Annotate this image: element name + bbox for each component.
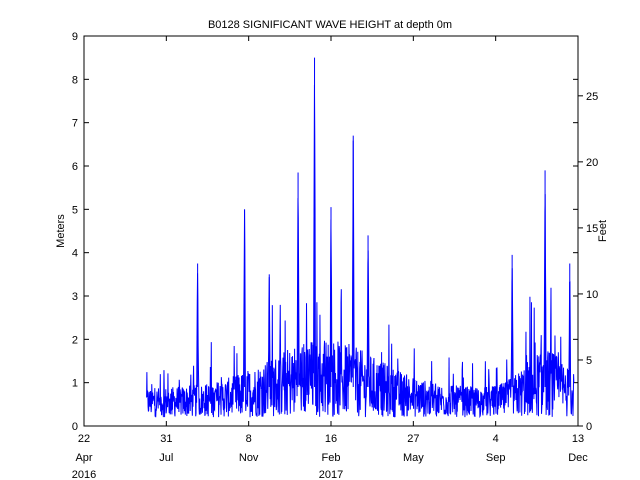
y-tick-right-label: 5 — [586, 355, 592, 367]
y-tick-left-label: 5 — [72, 204, 78, 216]
y-tick-left-label: 2 — [72, 334, 78, 346]
x-tick-month-label: Jul — [159, 452, 173, 464]
x-tick-day-label: 13 — [572, 433, 584, 445]
y-tick-left-label: 4 — [72, 248, 78, 260]
y-tick-left-label: 1 — [72, 378, 78, 390]
x-tick-year-label: 2017 — [319, 469, 343, 480]
x-tick-day-label: 16 — [325, 433, 337, 445]
x-tick-day-label: 27 — [407, 433, 419, 445]
y-tick-right-label: 15 — [586, 223, 598, 235]
y-tick-left-label: 6 — [72, 161, 78, 173]
plot-area: 0 1 2 3 4 5 6 7 8 9 0 5 10 15 20 25 22 Apr 2016 31 Jul 8 Nov 16… — [72, 31, 598, 480]
y-tick-left-label: 8 — [72, 74, 78, 86]
y-tick-right-label: 20 — [586, 157, 598, 169]
y-tick-right-label: 0 — [586, 421, 592, 433]
y-tick-right-label: 10 — [586, 289, 598, 301]
y-tick-left-label: 9 — [72, 31, 78, 43]
y-tick-left-label: 0 — [72, 421, 78, 433]
x-tick-month-label: May — [403, 452, 424, 464]
chart-title: B0128 SIGNIFICANT WAVE HEIGHT at depth 0… — [208, 19, 452, 31]
x-tick-month-label: Sep — [486, 452, 506, 464]
y-axis-label-left: Meters — [55, 214, 67, 248]
y-tick-left-label: 7 — [72, 118, 78, 130]
x-tick-month-label: Apr — [75, 452, 92, 464]
wave-height-series-line — [146, 85, 575, 419]
x-tick-month-label: Dec — [568, 452, 588, 464]
x-tick-month-label: Nov — [239, 452, 259, 464]
y-tick-right-label: 25 — [586, 91, 598, 103]
x-tick-day-label: 31 — [160, 433, 172, 445]
x-tick-day-label: 22 — [78, 433, 90, 445]
y-tick-left-label: 3 — [72, 291, 78, 303]
x-tick-day-label: 8 — [246, 433, 252, 445]
x-tick-month-label: Feb — [322, 452, 341, 464]
x-tick-year-label: 2016 — [72, 469, 96, 480]
y-axis-label-right: Feet — [597, 220, 609, 242]
x-tick-day-label: 4 — [493, 433, 499, 445]
